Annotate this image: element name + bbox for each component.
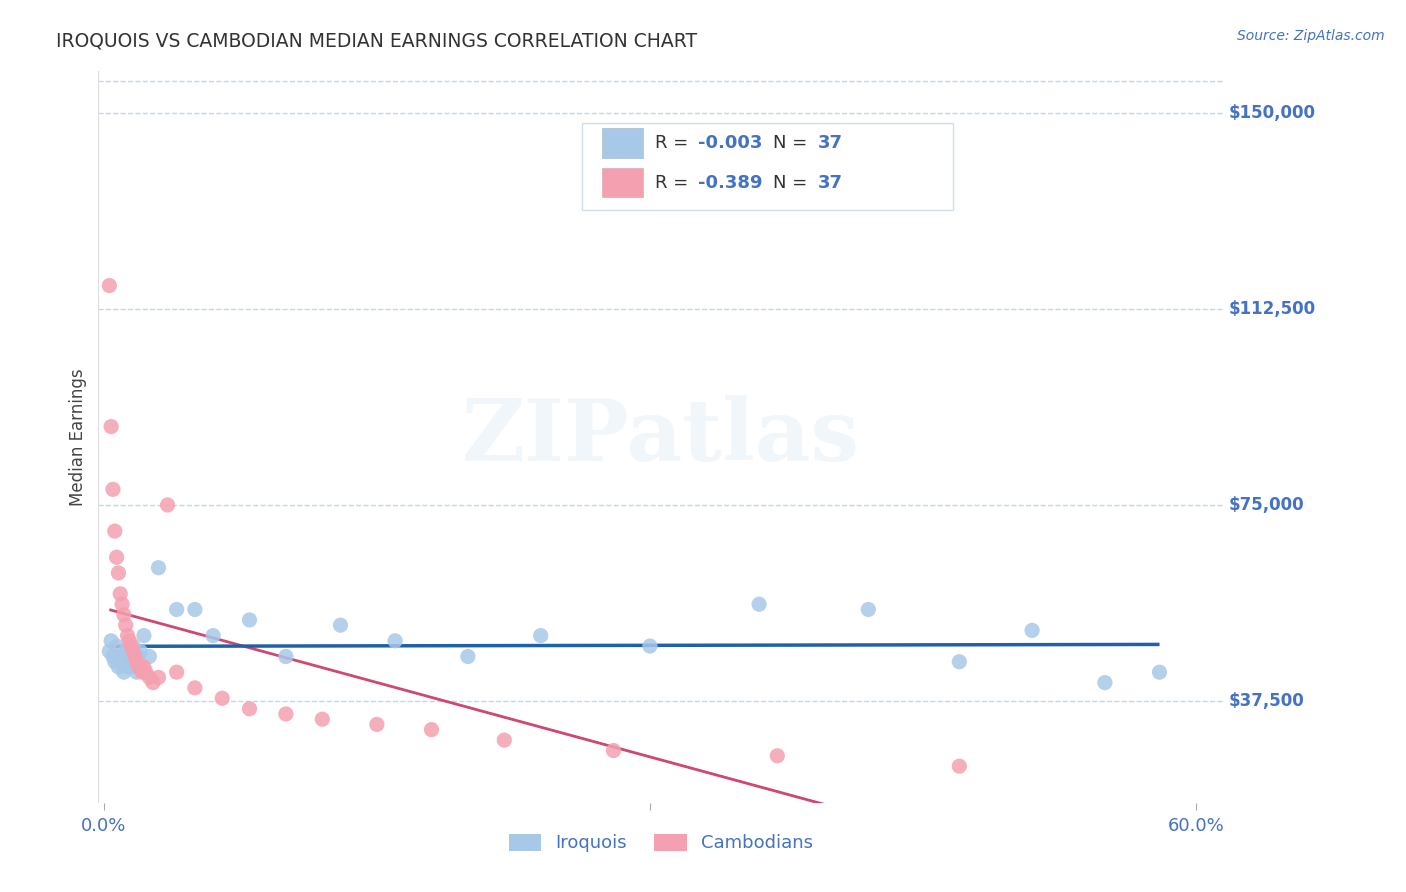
Point xyxy=(124,649,146,664)
Point xyxy=(238,613,260,627)
Point xyxy=(638,639,661,653)
Point xyxy=(156,498,179,512)
Text: N =: N = xyxy=(773,174,813,192)
Point xyxy=(127,660,149,674)
Point xyxy=(274,649,297,664)
Point xyxy=(112,607,135,622)
Point xyxy=(132,629,155,643)
Point xyxy=(1021,624,1043,638)
Point xyxy=(420,723,443,737)
Point xyxy=(457,649,479,664)
Point xyxy=(858,602,880,616)
Point xyxy=(329,618,352,632)
Point xyxy=(122,639,145,653)
Text: $37,500: $37,500 xyxy=(1229,692,1305,710)
Point xyxy=(184,602,207,616)
Text: $75,000: $75,000 xyxy=(1229,496,1305,514)
Point xyxy=(112,665,135,680)
Point xyxy=(120,639,142,653)
FancyBboxPatch shape xyxy=(602,128,643,158)
Point xyxy=(125,665,148,680)
Point xyxy=(105,639,128,653)
Point xyxy=(132,660,155,674)
Point xyxy=(104,655,127,669)
Point xyxy=(948,759,970,773)
Point xyxy=(202,629,225,643)
Y-axis label: Median Earnings: Median Earnings xyxy=(69,368,87,506)
Point xyxy=(129,660,152,674)
Point xyxy=(127,649,149,664)
Point xyxy=(131,665,153,680)
Point xyxy=(129,644,152,658)
Point xyxy=(311,712,333,726)
Point xyxy=(118,633,141,648)
FancyBboxPatch shape xyxy=(602,168,643,197)
Text: R =: R = xyxy=(655,134,695,152)
Point xyxy=(105,550,128,565)
Point xyxy=(166,665,188,680)
Point xyxy=(274,706,297,721)
Point xyxy=(122,644,145,658)
Point xyxy=(125,655,148,669)
Point xyxy=(748,597,770,611)
Text: $150,000: $150,000 xyxy=(1229,104,1316,122)
Text: -0.389: -0.389 xyxy=(697,174,762,192)
Point xyxy=(948,655,970,669)
Point xyxy=(114,644,136,658)
Point xyxy=(100,633,122,648)
Point xyxy=(530,629,553,643)
Point xyxy=(366,717,388,731)
Text: 37: 37 xyxy=(818,134,844,152)
Text: N =: N = xyxy=(773,134,813,152)
Point xyxy=(184,681,207,695)
Text: IROQUOIS VS CAMBODIAN MEDIAN EARNINGS CORRELATION CHART: IROQUOIS VS CAMBODIAN MEDIAN EARNINGS CO… xyxy=(56,31,697,50)
Point xyxy=(118,649,141,664)
Point xyxy=(124,655,146,669)
Point xyxy=(111,597,134,611)
Point xyxy=(494,733,516,747)
Text: -0.003: -0.003 xyxy=(697,134,762,152)
Point xyxy=(107,660,129,674)
Point xyxy=(211,691,233,706)
Point xyxy=(117,629,139,643)
Point xyxy=(117,660,139,674)
Text: R =: R = xyxy=(655,174,695,192)
Point xyxy=(120,660,142,674)
Point xyxy=(1094,675,1116,690)
Point xyxy=(104,524,127,538)
Point xyxy=(138,649,160,664)
Point xyxy=(110,649,132,664)
Point xyxy=(766,748,789,763)
Point xyxy=(602,743,624,757)
FancyBboxPatch shape xyxy=(582,122,953,211)
Legend: Iroquois, Cambodians: Iroquois, Cambodians xyxy=(502,826,820,860)
Point xyxy=(138,670,160,684)
Point xyxy=(384,633,406,648)
Point xyxy=(238,702,260,716)
Text: ZIPatlas: ZIPatlas xyxy=(461,395,860,479)
Point xyxy=(98,278,121,293)
Text: Source: ZipAtlas.com: Source: ZipAtlas.com xyxy=(1237,29,1385,43)
Point xyxy=(148,670,170,684)
Point xyxy=(107,566,129,580)
Point xyxy=(135,665,157,680)
Point xyxy=(100,419,122,434)
Point xyxy=(166,602,188,616)
Point xyxy=(98,644,121,658)
Text: 37: 37 xyxy=(818,174,844,192)
Point xyxy=(111,655,134,669)
Point xyxy=(101,649,124,664)
Point xyxy=(1149,665,1171,680)
Point xyxy=(114,618,136,632)
Point xyxy=(101,483,124,497)
Point xyxy=(148,560,170,574)
Text: $112,500: $112,500 xyxy=(1229,300,1316,318)
Point xyxy=(110,587,132,601)
Point xyxy=(142,675,165,690)
